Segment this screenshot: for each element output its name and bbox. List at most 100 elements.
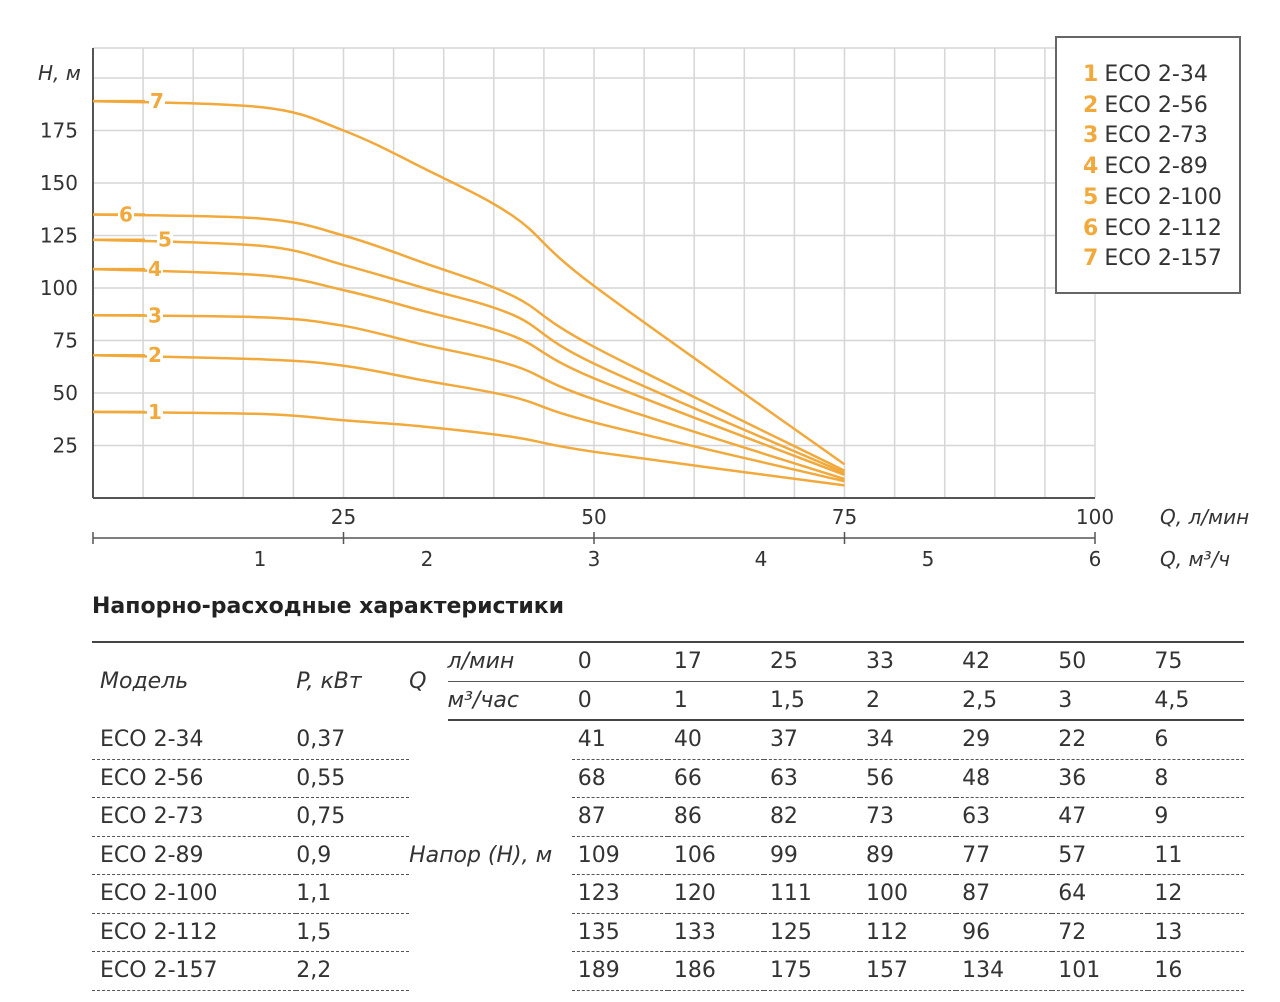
series-line — [92, 99, 846, 466]
legend-number: 3 — [1083, 123, 1099, 149]
cell-head-value: 125 — [763, 913, 861, 952]
legend-label: ECO 2-56 — [1104, 92, 1208, 118]
series-number-bg — [147, 258, 163, 281]
x2-tick-label: 2 — [421, 547, 434, 571]
table-row: ECO 2-56 0,55 68 66 63 56 48 36 8 — [92, 759, 1244, 798]
cell-model: ECO 2-157 — [92, 951, 297, 991]
cell-head-value: 120 — [667, 874, 764, 914]
x-axis-label: Q, л/мин — [1160, 505, 1249, 529]
series-number-label: 6 — [119, 203, 133, 227]
cell-head-value: 112 — [860, 913, 957, 952]
cell-head-value: 87 — [571, 797, 668, 837]
cell-head-value: 73 — [860, 797, 957, 837]
header-q: Q — [409, 641, 448, 720]
series-line — [92, 213, 846, 472]
legend-item: 3 ECO 2-73 — [1083, 121, 1239, 152]
y-tick-label: 175 — [40, 119, 78, 143]
cell-head-value: 186 — [667, 951, 764, 991]
x2-tick-label: 5 — [922, 547, 935, 571]
legend-number: 2 — [1083, 92, 1099, 118]
header-q-lmin-6: 75 — [1148, 641, 1244, 682]
table-row: ECO 2-89 0,9 109 106 99 89 77 57 11 — [92, 836, 1244, 875]
legend-label: ECO 2-112 — [1104, 215, 1222, 241]
cell-power: 0,37 — [296, 720, 410, 760]
cell-head-value: 100 — [860, 874, 957, 914]
chart-legend: 1 ECO 2-34 2 ECO 2-56 3 ECO 2-73 4 ECO 2-89 5 ECO… — [1055, 36, 1241, 294]
x2-tick-label: 1 — [254, 547, 267, 571]
table-row: ECO 2-112 1,5 135 133 125 112 96 72 13 — [92, 913, 1244, 952]
series-number-bg — [118, 203, 134, 226]
cell-head-value: 99 — [763, 836, 861, 875]
cell-head-value: 16 — [1148, 951, 1244, 991]
x-tick-label: 75 — [832, 505, 857, 529]
cell-head-value: 87 — [956, 874, 1053, 914]
legend-label: ECO 2-34 — [1104, 62, 1208, 87]
cell-power: 0,55 — [296, 759, 410, 798]
header-q-m3-1: 1 — [667, 681, 764, 721]
legend-item: 2 ECO 2-56 — [1083, 91, 1239, 122]
y-tick-label: 75 — [53, 329, 78, 353]
cell-head-value: 66 — [667, 759, 764, 798]
series-number-label: 1 — [148, 400, 162, 424]
cell-head-value: 82 — [763, 797, 861, 837]
legend-label: ECO 2-89 — [1104, 154, 1208, 180]
cell-head-value: 133 — [667, 913, 764, 952]
header-q-lmin-3: 33 — [860, 641, 957, 682]
x2-axis-label: Q, м³/ч — [1160, 547, 1230, 571]
cell-model: ECO 2-73 — [92, 797, 297, 837]
cell-model: ECO 2-89 — [92, 836, 297, 875]
cell-head-value: 48 — [956, 759, 1053, 798]
header-unit-m3: м³/час — [447, 681, 572, 721]
y-tick-label: 50 — [53, 381, 78, 405]
cell-head-value: 111 — [763, 874, 861, 914]
cell-head-value: 9 — [1148, 797, 1244, 837]
header-q-lmin-4: 42 — [956, 641, 1053, 682]
cell-head-value: 106 — [667, 836, 764, 875]
x-tick-label: 100 — [1076, 505, 1114, 529]
table-header-row-2: м³/час 0 1 1,5 2 2,5 3 4,5 — [92, 681, 1244, 721]
cell-head-value: 77 — [956, 836, 1053, 875]
table-row: ECO 2-73 0,75 87 86 82 73 63 47 9 — [92, 797, 1244, 837]
table-header-row-1: Модель P, кВт Q л/мин 0 17 25 33 42 50 7… — [92, 641, 1244, 720]
legend-label: ECO 2-73 — [1104, 123, 1208, 149]
x2-tick-label: 3 — [588, 547, 601, 571]
legend-item: 7 ECO 2-157 — [1083, 244, 1239, 275]
legend-item: 5 ECO 2-100 — [1083, 183, 1239, 214]
table-title: Напорно-расходные характеристики — [92, 594, 565, 619]
series-number-bg — [147, 400, 163, 423]
table-row: ECO 2-34 0,37 Напор (Н), м 41 40 37 34 29 22 6 — [92, 720, 1244, 868]
series-line — [92, 238, 845, 474]
y-tick-label: 100 — [40, 276, 78, 300]
series-number-label: 7 — [150, 89, 164, 113]
header-q-lmin-1: 17 — [667, 641, 764, 682]
header-q-m3-2: 1,5 — [763, 681, 861, 721]
table-row: ECO 2-157 2,2 189 186 175 157 134 101 16 — [92, 951, 1244, 991]
x2-tick-label: 6 — [1089, 547, 1102, 571]
cell-model: ECO 2-100 — [92, 874, 297, 914]
legend-number: 7 — [1083, 246, 1099, 272]
y-axis-label: H, м — [38, 61, 81, 85]
series-number-label: 3 — [148, 303, 162, 327]
header-unit-lmin: л/мин — [447, 641, 572, 682]
series-line — [92, 353, 845, 483]
cell-head-value: 34 — [860, 720, 957, 760]
cell-head-value: 64 — [1052, 874, 1149, 914]
legend-number: 5 — [1083, 184, 1099, 210]
header-q-lmin-0: 0 — [571, 641, 668, 682]
cell-head-value: 68 — [571, 759, 668, 798]
series-number-label: 4 — [148, 257, 162, 281]
cell-head-value: 8 — [1148, 759, 1244, 798]
cell-head-value: 47 — [1052, 797, 1149, 837]
cell-model: ECO 2-112 — [92, 913, 297, 952]
cell-head-value: 135 — [571, 913, 668, 952]
cell-head-value: 101 — [1052, 951, 1149, 991]
pump-curve-chart: 25 50 75 100 125 150 175 H, м 25 50 75 100 Q, л/мин 1… — [38, 36, 1249, 571]
cell-head-value: 109 — [571, 836, 668, 875]
legend-label: ECO 2-157 — [1104, 246, 1222, 272]
series-number-bg — [147, 344, 163, 367]
x-tick-label: 50 — [581, 505, 606, 529]
series-number-label: 2 — [148, 343, 162, 367]
series-line — [92, 410, 845, 487]
cell-head-value: 22 — [1052, 720, 1149, 760]
header-q-lmin-5: 50 — [1052, 641, 1149, 682]
